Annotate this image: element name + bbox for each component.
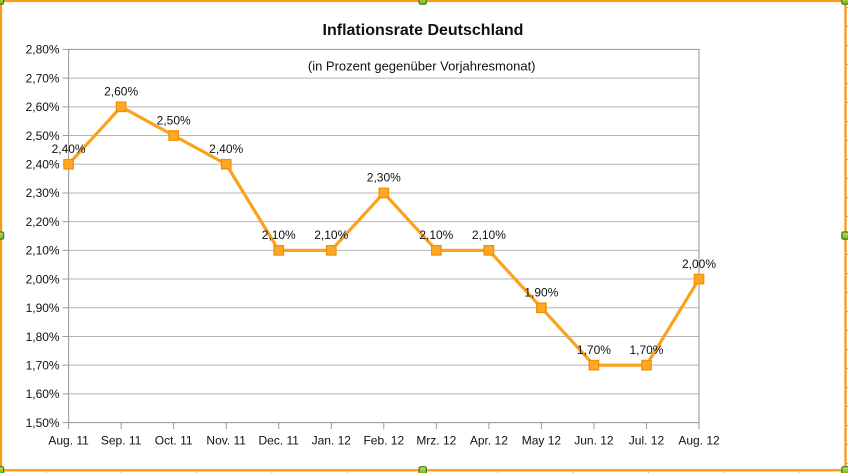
svg-text:Oct. 11: Oct. 11	[155, 434, 193, 448]
svg-text:2,40%: 2,40%	[52, 142, 86, 156]
svg-text:Nov. 11: Nov. 11	[206, 434, 246, 448]
svg-text:Aug. 11: Aug. 11	[48, 434, 89, 448]
svg-text:(in Prozent gegenüber Vorjahre: (in Prozent gegenüber Vorjahresmonat)	[308, 59, 536, 74]
svg-text:2,80%: 2,80%	[26, 43, 60, 57]
svg-text:2,60%: 2,60%	[26, 100, 60, 114]
svg-text:2,00%: 2,00%	[26, 272, 60, 286]
svg-text:Feb. 12: Feb. 12	[363, 434, 404, 448]
svg-text:1,70%: 1,70%	[577, 343, 611, 357]
svg-text:Jan. 12: Jan. 12	[312, 434, 352, 448]
svg-text:Inflationsrate Deutschland: Inflationsrate Deutschland	[323, 22, 524, 39]
svg-text:Sep. 11: Sep. 11	[101, 434, 142, 448]
svg-text:2,60%: 2,60%	[104, 85, 138, 99]
svg-text:Jul. 12: Jul. 12	[629, 434, 665, 448]
svg-text:2,20%: 2,20%	[26, 215, 60, 229]
svg-text:2,30%: 2,30%	[26, 186, 60, 200]
svg-text:2,10%: 2,10%	[26, 244, 60, 258]
svg-text:2,10%: 2,10%	[314, 228, 348, 242]
svg-text:Dec. 11: Dec. 11	[258, 434, 299, 448]
svg-text:Jun. 12: Jun. 12	[574, 434, 614, 448]
svg-text:1,90%: 1,90%	[26, 301, 60, 315]
svg-text:Apr. 12: Apr. 12	[470, 434, 508, 448]
svg-text:2,10%: 2,10%	[262, 228, 296, 242]
svg-text:Aug. 12: Aug. 12	[678, 434, 720, 448]
svg-text:2,10%: 2,10%	[472, 228, 506, 242]
svg-text:1,70%: 1,70%	[629, 343, 663, 357]
svg-text:2,10%: 2,10%	[419, 228, 453, 242]
svg-text:2,40%: 2,40%	[209, 142, 243, 156]
svg-text:2,50%: 2,50%	[157, 113, 191, 127]
svg-text:1,70%: 1,70%	[26, 358, 60, 372]
svg-text:2,50%: 2,50%	[26, 129, 60, 143]
svg-text:2,70%: 2,70%	[26, 71, 60, 85]
svg-text:2,00%: 2,00%	[682, 257, 716, 271]
svg-text:1,60%: 1,60%	[26, 387, 60, 401]
svg-text:2,30%: 2,30%	[367, 171, 401, 185]
svg-text:1,80%: 1,80%	[26, 330, 60, 344]
svg-text:May 12: May 12	[522, 434, 562, 448]
svg-text:1,90%: 1,90%	[524, 286, 558, 300]
svg-text:Mrz. 12: Mrz. 12	[416, 434, 456, 448]
svg-text:2,40%: 2,40%	[26, 158, 60, 172]
svg-text:1,50%: 1,50%	[26, 416, 60, 430]
